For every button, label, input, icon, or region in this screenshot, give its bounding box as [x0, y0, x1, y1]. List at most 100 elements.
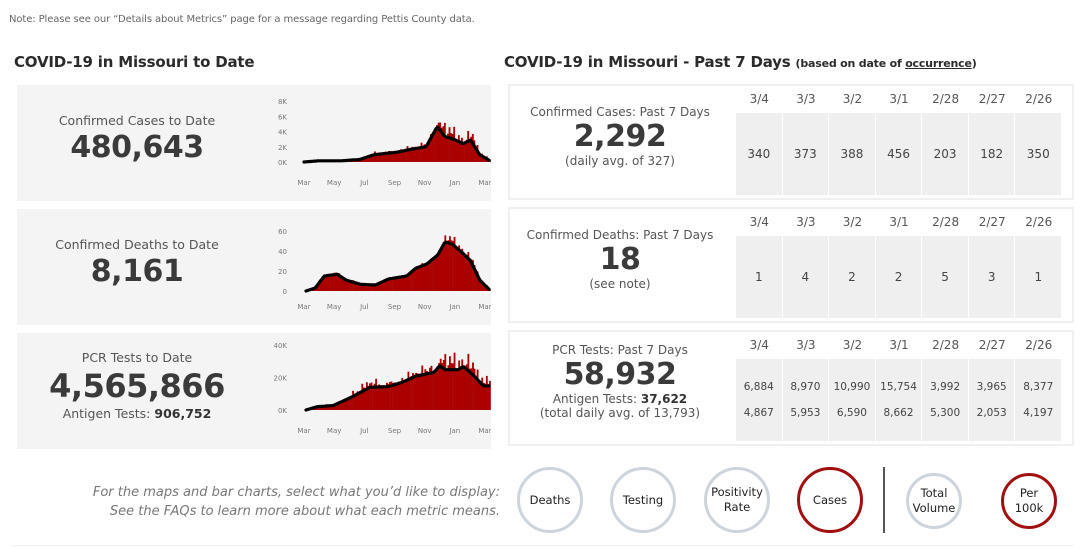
daily-bar: [441, 246, 444, 291]
antigen-7d-label: Antigen Tests:: [552, 392, 641, 406]
scale-per-100k-button[interactable]: Per 100k: [1001, 473, 1057, 529]
daily-bar: [401, 275, 404, 291]
daily-value: 388: [840, 147, 864, 161]
daily-bar: [478, 276, 481, 291]
metric-cases-button[interactable]: Cases: [797, 467, 863, 533]
day-date-header: 3/2: [842, 338, 863, 352]
daily-bar: [369, 284, 371, 291]
daily-value: 456: [887, 147, 910, 161]
occurrence-link[interactable]: occurrence: [905, 57, 972, 70]
daily-bar: [355, 394, 358, 410]
daily-bar: [445, 368, 448, 410]
daily-bar: [399, 277, 402, 291]
daily-bar: [381, 282, 384, 291]
daily-bar: [378, 283, 381, 291]
daily-bar: [386, 152, 389, 162]
daily-bar: [478, 151, 480, 162]
daily-bar: [383, 153, 386, 162]
day-column: 3/3 4: [782, 209, 830, 318]
daily-bar: [345, 279, 348, 291]
selector-hint: For the maps and bar charts, select what…: [93, 483, 500, 521]
day-value-cell: 350: [1015, 113, 1063, 195]
daily-value: 350: [1026, 147, 1050, 161]
day-value-cell: 3,965 2,053: [968, 359, 1016, 441]
day-value-cell: 203: [922, 113, 969, 195]
metric-deaths-button[interactable]: Deaths: [517, 467, 583, 533]
y-tick-label: 8K: [278, 98, 287, 106]
daily-bar: [419, 147, 421, 162]
daily-bar: [329, 404, 331, 410]
deaths-trend-chart[interactable]: 60 40 20 0 Mar May Jul Sep Nov Jan Mar: [249, 209, 491, 325]
day-column: 2/28 3,992 5,300: [922, 332, 969, 441]
daily-bar: [390, 277, 393, 291]
day-value-cell: 1: [736, 236, 783, 318]
deaths-to-date-value: 8,161: [90, 254, 184, 289]
daily-bar: [395, 382, 398, 410]
day-value-cell: 182: [968, 113, 1016, 195]
daily-bar: [421, 365, 424, 410]
scale-total-volume-button[interactable]: Total Volume: [906, 473, 962, 529]
cases-7d-kpi: Confirmed Cases: Past 7 Days 2,292 (dail…: [510, 105, 730, 168]
daily-bar: [385, 279, 388, 291]
daily-bar: [359, 390, 362, 410]
cases-to-date-card[interactable]: Confirmed Cases to Date 480,643 8K 6K 4K 2K…: [17, 85, 491, 201]
subtitle-prefix: (based on date of: [795, 57, 906, 70]
day-column: 3/2 10,990 6,590: [829, 332, 876, 441]
daily-bar: [464, 365, 467, 410]
daily-bar: [416, 267, 419, 291]
daily-bar: [318, 406, 321, 410]
day-value-cell: 6,884 4,867: [736, 359, 783, 441]
x-tick-label: May: [327, 179, 341, 187]
daily-bar: [358, 283, 361, 291]
day-date-header: 2/27: [978, 92, 1006, 106]
daily-bar: [316, 285, 319, 291]
daily-bar: [441, 363, 444, 410]
day-date-header: 2/27: [978, 215, 1006, 229]
deaths-past-7-days-card: Confirmed Deaths: Past 7 Days 18 (see no…: [508, 207, 1074, 323]
metric-positivity-rate-button[interactable]: Positivity Rate: [704, 467, 770, 533]
daily-bar: [418, 267, 421, 291]
daily-bar: [456, 140, 459, 162]
daily-bar: [398, 381, 401, 410]
daily-bar: [449, 236, 451, 291]
daily-bar: [347, 398, 350, 410]
daily-bar: [344, 278, 347, 291]
tests-trend-chart[interactable]: 40K 20K 0K Mar May Jul Sep Nov Jan Mar: [249, 333, 492, 449]
antigen-daily-value: 5,300: [930, 407, 961, 419]
x-tick-label: Sep: [388, 179, 402, 187]
pcr-daily-value: 3,992: [930, 381, 961, 393]
daily-bar: [462, 252, 465, 291]
antigen-daily-value: 4,197: [1023, 407, 1054, 419]
daily-bar: [376, 385, 379, 410]
daily-bar: [370, 284, 373, 291]
daily-bar: [410, 375, 413, 410]
metric-testing-button[interactable]: Testing: [610, 467, 676, 533]
daily-bar: [481, 280, 484, 291]
tests-to-date-card[interactable]: PCR Tests to Date 4,565,866 Antigen Test…: [17, 333, 491, 449]
daily-bar: [398, 151, 401, 162]
day-value-cell: 2: [829, 236, 876, 318]
daily-bar: [475, 375, 477, 410]
daily-bar: [384, 385, 387, 410]
cases-trend-chart[interactable]: 8K 6K 4K 2K 0K Mar May Jul Sep Nov Jan Mar: [249, 85, 491, 201]
daily-bar: [428, 138, 431, 162]
daily-bar: [362, 387, 365, 410]
day-value-cell: 10,990 6,590: [829, 359, 876, 441]
daily-bar: [456, 369, 459, 410]
deaths-to-date-card[interactable]: Confirmed Deaths to Date 8,161 60 40 20 0 Ma…: [17, 209, 491, 325]
cases-to-date-label: Confirmed Cases to Date: [58, 113, 216, 128]
daily-value: 203: [933, 147, 957, 161]
daily-bar: [353, 281, 356, 291]
daily-bar: [425, 371, 428, 410]
daily-bar: [407, 371, 410, 410]
x-tick-label: Jul: [359, 179, 369, 187]
daily-bar: [411, 146, 414, 162]
daily-bar: [453, 352, 456, 410]
deaths-7d-see-note: (see note): [589, 277, 651, 291]
daily-bar: [437, 122, 440, 162]
day-column: 3/1 456: [875, 86, 923, 195]
day-date-header: 3/2: [842, 215, 863, 229]
daily-bar: [430, 365, 433, 410]
daily-bar: [420, 142, 423, 162]
daily-bar: [476, 271, 479, 291]
